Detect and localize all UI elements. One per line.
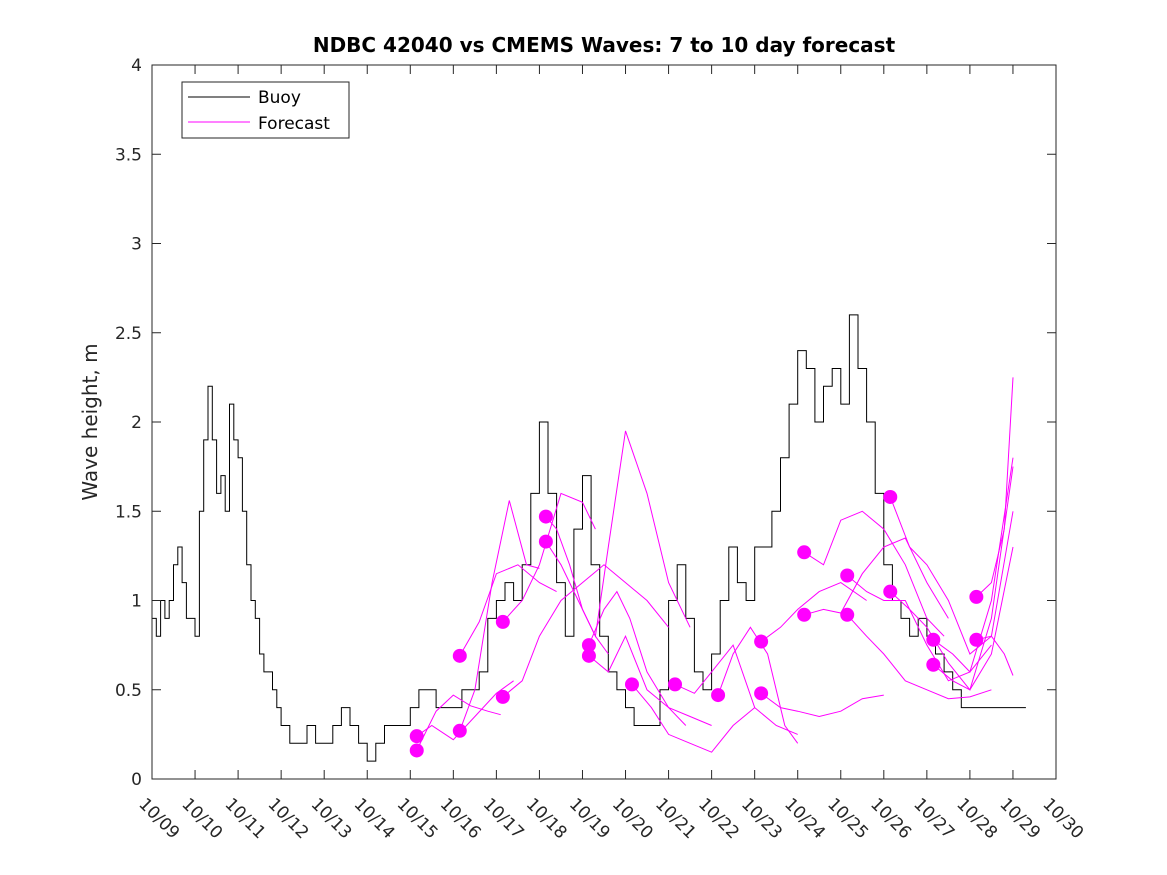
buoy-series-line	[152, 314, 1026, 762]
legend: Buoy Forecast	[181, 81, 350, 139]
forecast-series-line	[502, 564, 669, 698]
forecast-series-line	[760, 582, 867, 643]
forecast-start-point	[409, 729, 424, 744]
forecast-start-point	[581, 638, 596, 653]
forecast-series-line	[416, 694, 501, 751]
x-tick-label: 10/27	[909, 794, 958, 843]
forecast-start-point	[624, 677, 639, 692]
x-tick-label: 10/23	[737, 794, 786, 843]
y-tick-label: 2	[131, 413, 142, 433]
y-tick-label: 1.5	[115, 502, 142, 522]
forecast-start-point	[711, 688, 726, 703]
x-tick-label: 10/13	[307, 794, 356, 843]
x-tick-label: 10/16	[436, 794, 485, 843]
forecast-series-line	[803, 510, 945, 637]
x-tick-label: 10/14	[350, 794, 399, 843]
y-tick-label: 4	[131, 56, 142, 76]
x-tick-label: 10/25	[823, 794, 872, 843]
x-tick-label: 10/11	[221, 794, 270, 843]
y-tick-label: 1	[131, 592, 142, 612]
forecast-start-point	[409, 743, 424, 758]
x-tick-label: 10/19	[565, 794, 614, 843]
x-tick-label: 10/12	[264, 794, 313, 843]
series-layer	[152, 314, 1026, 762]
forecast-series-line	[976, 377, 1014, 598]
forecast-start-point	[754, 634, 769, 649]
forecast-series-line	[804, 537, 949, 619]
forecast-start-point	[495, 614, 510, 629]
chart-title: NDBC 42040 vs CMEMS Waves: 7 to 10 day f…	[313, 33, 896, 57]
forecast-start-point	[754, 686, 769, 701]
x-tick-label: 10/18	[522, 794, 571, 843]
forecast-start-point	[668, 677, 683, 692]
x-tick-label: 10/30	[1038, 794, 1087, 843]
forecast-start-point	[840, 607, 855, 622]
x-tick-label: 10/28	[952, 794, 1001, 843]
forecast-series-line	[932, 546, 1014, 691]
legend-forecast-label: Forecast	[258, 114, 330, 134]
forecast-series-line	[459, 500, 540, 731]
legend-buoy-label: Buoy	[258, 88, 301, 108]
x-tick-label: 10/22	[694, 794, 743, 843]
forecast-start-point	[969, 632, 984, 647]
forecast-start-point	[581, 648, 596, 663]
forecast-start-point	[495, 689, 510, 704]
forecast-start-point	[883, 489, 898, 504]
forecast-start-point	[969, 589, 984, 604]
y-tick-label: 2.5	[115, 324, 142, 344]
y-tick-label: 3	[131, 235, 142, 255]
forecast-start-point	[538, 509, 553, 524]
forecast-start-point	[883, 584, 898, 599]
forecast-series-line	[631, 684, 756, 753]
forecast-start-point	[538, 534, 553, 549]
forecast-series-line	[588, 634, 712, 726]
forecast-start-point	[452, 723, 467, 738]
x-tick-label: 10/09	[134, 794, 183, 843]
y-axis-label: Wave height, m	[78, 343, 102, 500]
forecast-series-line	[545, 430, 691, 638]
forecast-start-point	[797, 545, 812, 560]
x-tick-label: 10/15	[393, 794, 442, 843]
forecast-start-point	[840, 568, 855, 583]
x-tick-label: 10/21	[651, 794, 700, 843]
forecast-series-line	[502, 492, 596, 623]
forecast-series-line	[846, 614, 992, 700]
y-tick-label: 0.5	[115, 681, 142, 701]
x-tick-label: 10/10	[178, 794, 227, 843]
forecast-start-point	[926, 632, 941, 647]
plot-area	[152, 65, 1056, 779]
x-tick-label: 10/26	[866, 794, 915, 843]
forecast-series-line	[459, 564, 557, 657]
y-tick-label: 3.5	[115, 145, 142, 165]
x-tick-label: 10/24	[780, 794, 829, 843]
forecast-start-point	[797, 607, 812, 622]
y-axis: 0 0.5 1 1.5 2 2.5 3 3.5 4	[115, 56, 1056, 790]
x-tick-label: 10/20	[608, 794, 657, 843]
forecast-series-line	[846, 575, 992, 682]
forecast-series-line	[760, 692, 884, 718]
forecast-series-line	[976, 635, 1014, 676]
forecast-start-point	[452, 648, 467, 663]
forecast-start-point	[926, 657, 941, 672]
x-tick-label: 10/17	[479, 794, 528, 843]
forecast-series-line	[674, 644, 798, 735]
legend-box	[181, 81, 350, 139]
x-tick-label: 10/29	[995, 794, 1044, 843]
forecast-series-line	[545, 516, 609, 655]
forecast-series-line	[889, 466, 1014, 691]
y-tick-label: 0	[131, 770, 142, 790]
